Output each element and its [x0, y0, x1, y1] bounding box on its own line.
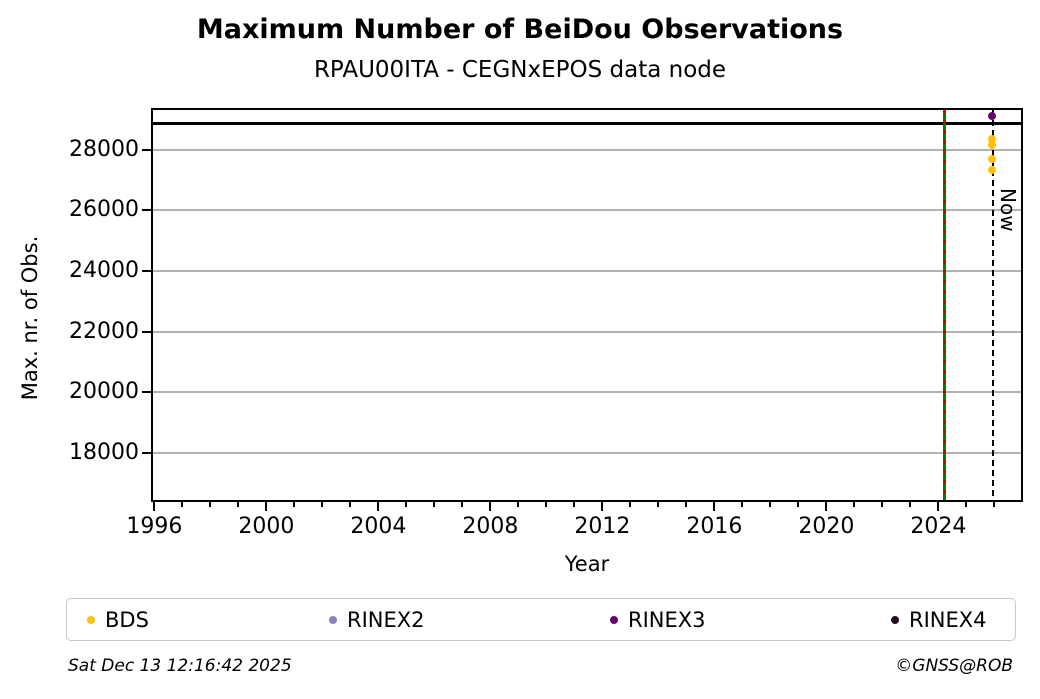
x-tick-mark-minor: [517, 502, 520, 507]
plot-area: 18000 20000 22000 24000 26000 28000 1996 2000 20…: [69, 108, 1023, 538]
x-tick-label: 2008: [462, 514, 519, 539]
now-line: [992, 110, 994, 500]
x-tick-mark-major: [489, 502, 492, 511]
y-tick-mark: [142, 391, 151, 394]
x-tick-mark-minor: [881, 502, 884, 507]
data-point-rinex3: [988, 112, 997, 121]
x-tick-mark-major: [153, 502, 156, 511]
x-tick-mark-major: [377, 502, 380, 511]
y-tick-mark: [142, 209, 151, 212]
y-tick-mark: [142, 330, 151, 333]
x-tick-label: 2012: [574, 514, 631, 539]
x-tick-mark-major: [265, 502, 268, 511]
x-tick-label: 2000: [238, 514, 295, 539]
x-tick-mark-minor: [321, 502, 324, 507]
data-point-bds: [988, 166, 997, 175]
x-tick-mark-minor: [909, 502, 912, 507]
y-tick-mark: [142, 148, 151, 151]
y-tick-label: 22000: [69, 318, 139, 344]
legend-marker-icon: [329, 615, 337, 624]
x-tick-mark-minor: [433, 502, 436, 507]
x-tick-mark-major: [825, 502, 828, 511]
x-tick-mark-minor: [965, 502, 968, 507]
x-tick-label: 2024: [910, 514, 967, 539]
gridline: [153, 330, 1021, 333]
legend-label: BDS: [105, 607, 149, 632]
data-point-bds: [988, 154, 997, 163]
x-tick-mark-minor: [657, 502, 660, 507]
y-tick-mark: [142, 270, 151, 273]
x-tick-mark-minor: [293, 502, 296, 507]
x-tick-label: 2016: [686, 514, 743, 539]
y-axis-label: Max. nr. of Obs.: [18, 235, 42, 401]
x-tick-mark-minor: [993, 502, 996, 507]
legend: BDS RINEX2 RINEX3 RINEX4: [66, 598, 1016, 641]
legend-marker-icon: [891, 615, 899, 624]
legend-entry-rinex3: RINEX3: [610, 599, 706, 640]
y-tick-label: 18000: [69, 439, 139, 465]
x-tick-mark-minor: [629, 502, 632, 507]
y-tick-label: 28000: [69, 136, 139, 162]
y-tick-label: 26000: [69, 197, 139, 223]
gridline: [153, 270, 1021, 273]
x-tick-mark-minor: [237, 502, 240, 507]
x-tick-mark-minor: [349, 502, 352, 507]
x-tick-mark-minor: [853, 502, 856, 507]
x-tick-mark-major: [601, 502, 604, 511]
x-tick-mark-minor: [573, 502, 576, 507]
x-tick-mark-minor: [685, 502, 688, 507]
legend-entry-rinex2: RINEX2: [329, 599, 425, 640]
event-line: [942, 110, 946, 500]
x-tick-label: 2020: [798, 514, 855, 539]
legend-label: RINEX3: [628, 607, 706, 632]
x-tick-mark-minor: [741, 502, 744, 507]
x-tick-mark-minor: [461, 502, 464, 507]
gridline: [153, 451, 1021, 454]
copyright-text: ©GNSS@ROB: [895, 656, 1013, 676]
x-tick-mark-minor: [545, 502, 548, 507]
gridline: [153, 391, 1021, 394]
x-tick-mark-minor: [181, 502, 184, 507]
data-point-bds: [988, 140, 997, 149]
gridline: [153, 148, 1021, 151]
timestamp-text: Sat Dec 13 12:16:42 2025: [68, 656, 292, 676]
legend-entry-rinex4: RINEX4: [891, 599, 987, 640]
x-tick-mark-major: [937, 502, 940, 511]
chart-subtitle: RPAU00ITA - CEGNxEPOS data node: [313, 57, 727, 83]
legend-label: RINEX2: [347, 607, 425, 632]
chart-title: Maximum Number of BeiDou Observations: [196, 14, 844, 45]
legend-marker-icon: [610, 615, 618, 624]
max-obs-line: [153, 121, 1021, 125]
x-tick-label: 1996: [126, 514, 183, 539]
x-axis-label: Year: [564, 552, 610, 576]
x-tick-mark-minor: [405, 502, 408, 507]
legend-marker-icon: [87, 615, 95, 624]
event-line-dash-overlay: [942, 110, 946, 500]
y-tick-label: 20000: [69, 379, 139, 405]
x-tick-label: 2004: [350, 514, 407, 539]
legend-label: RINEX4: [909, 607, 987, 632]
x-tick-mark-major: [713, 502, 716, 511]
legend-entry-bds: BDS: [87, 599, 149, 640]
x-tick-mark-minor: [797, 502, 800, 507]
now-label: Now: [996, 188, 1020, 232]
gridline: [153, 209, 1021, 212]
x-tick-mark-minor: [769, 502, 772, 507]
y-tick-mark: [142, 451, 151, 454]
data-point-bds: [988, 134, 997, 143]
y-tick-label: 24000: [69, 258, 139, 284]
x-tick-mark-minor: [209, 502, 212, 507]
